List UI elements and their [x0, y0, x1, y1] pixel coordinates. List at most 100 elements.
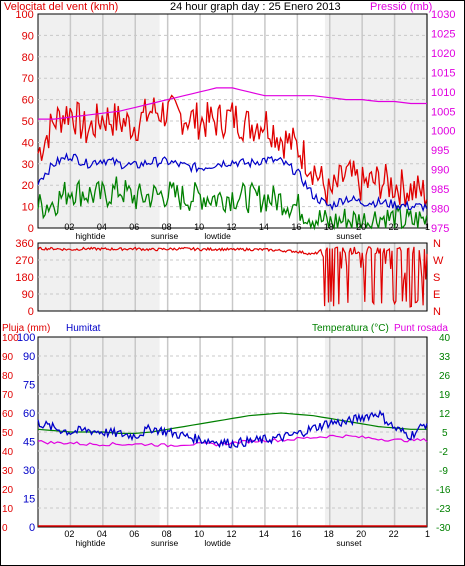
humidity-x-tick-label: 04 — [97, 529, 107, 539]
rain-y-tick-label: 100 — [2, 333, 19, 344]
wind-avg-line — [37, 152, 428, 213]
wind-y-tick-label: 60 — [22, 95, 34, 107]
wind-axis-title: Velocitat del vent (kmh) — [4, 1, 118, 13]
direction-compass-label: S — [433, 272, 440, 284]
wind-max-line — [37, 94, 428, 206]
rain-y-tick-label: 50 — [2, 428, 14, 439]
rain-y-tick-label: 20 — [2, 485, 14, 496]
humidity-event-label: lowtide — [204, 538, 231, 548]
pressure-y-tick-label: 1020 — [431, 48, 455, 60]
wind-event-label: sunrise — [151, 231, 179, 241]
rain-y-tick-label: 40 — [2, 447, 14, 458]
temperature-y-tick-label: -2 — [439, 447, 448, 458]
wind-x-tick-label: 02 — [64, 222, 74, 232]
humidity-x-tick-label: 10 — [194, 529, 204, 539]
humidity-event-label: sunset — [336, 538, 362, 548]
humidity-y-tick-label: 30 — [23, 465, 35, 477]
humidity-y-tick-label: 75 — [23, 380, 35, 392]
dewpoint-axis-title: Punt rosada — [394, 323, 448, 334]
wind-event-label: sunset — [336, 231, 362, 241]
humidity-y-tick-label: 15 — [23, 494, 35, 506]
humidity-x-tick-label: 08 — [162, 529, 172, 539]
direction-compass-label: E — [433, 289, 440, 301]
humidity-y-tick-label: 0 — [29, 522, 35, 534]
wind-x-tick-label: 14 — [259, 222, 269, 232]
rain-axis-title: Pluja (mm) — [2, 323, 50, 334]
wind-y-tick-label: 100 — [15, 9, 33, 21]
pressure-y-tick-label: 975 — [431, 223, 449, 235]
direction-compass-label: W — [433, 255, 444, 267]
pressure-y-tick-label: 1015 — [431, 67, 455, 79]
wind-y-tick-label: 0 — [28, 223, 34, 235]
temperature-axis-title: Temperatura (°C) — [312, 323, 389, 334]
direction-compass-label: N — [433, 238, 441, 250]
temperature-y-tick-label: -16 — [436, 485, 451, 496]
wind-y-tick-label: 40 — [22, 137, 34, 149]
temperature-y-tick-label: -9 — [439, 466, 448, 477]
wind-x-tick-label: 20 — [356, 222, 366, 232]
rain-y-tick-label: 30 — [2, 466, 14, 477]
temperature-y-tick-label: 40 — [439, 333, 451, 344]
humidity-x-tick-label: 14 — [259, 529, 269, 539]
temperature-y-tick-label: 33 — [439, 352, 451, 363]
rain-y-tick-label: 70 — [2, 390, 14, 401]
temperature-y-tick-label: 5 — [442, 428, 448, 439]
wind-x-tick-label: 1 — [425, 222, 430, 232]
pressure-axis-title: Pressió (mb) — [370, 1, 432, 13]
humidity-y-tick-label: 90 — [23, 351, 35, 363]
pressure-y-tick-label: 980 — [431, 204, 449, 216]
humidity-line — [37, 409, 428, 449]
rain-y-tick-label: 0 — [2, 523, 8, 534]
temperature-line — [37, 412, 427, 434]
direction-y-tick-label: 360 — [15, 238, 33, 250]
temperature-y-tick-label: 12 — [439, 409, 451, 420]
wind-y-tick-label: 20 — [22, 180, 34, 192]
direction-y-tick-label: 0 — [28, 306, 34, 318]
humidity-x-tick-label: 20 — [356, 529, 366, 539]
pressure-line — [38, 87, 427, 120]
pressure-y-tick-label: 985 — [431, 184, 449, 196]
direction-y-tick-label: 90 — [22, 289, 34, 301]
wind-y-tick-label: 70 — [22, 73, 34, 85]
wind-y-tick-label: 10 — [22, 202, 34, 214]
chart-title: 24 hour graph day : 25 Enero 2013 — [170, 1, 341, 13]
humidity-event-label: hightide — [76, 538, 106, 548]
wind-y-tick-label: 90 — [22, 30, 34, 42]
wind-min-line — [37, 176, 428, 231]
humidity-x-tick-label: 06 — [129, 529, 139, 539]
pressure-y-tick-label: 1010 — [431, 87, 455, 99]
wind-x-tick-label: 06 — [129, 222, 139, 232]
rain-y-tick-label: 80 — [2, 371, 14, 382]
wind-x-tick-label: 04 — [97, 222, 107, 232]
direction-line — [37, 246, 428, 308]
wind-x-tick-label: 16 — [291, 222, 301, 232]
humidity-x-tick-label: 16 — [291, 529, 301, 539]
humidity-y-tick-label: 60 — [23, 408, 35, 420]
humidity-x-tick-label: 02 — [64, 529, 74, 539]
wind-event-label: hightide — [76, 231, 106, 241]
rain-y-tick-label: 90 — [2, 352, 14, 363]
rain-y-tick-label: 10 — [2, 504, 14, 515]
wind-x-tick-label: 08 — [162, 222, 172, 232]
humidity-y-tick-label: 45 — [23, 437, 35, 449]
wind-y-tick-label: 30 — [22, 159, 34, 171]
wind-event-label: lowtide — [204, 231, 231, 241]
humidity-axis-title: Humitat — [66, 323, 101, 334]
direction-compass-label: N — [433, 306, 441, 318]
wind-x-tick-label: 22 — [389, 222, 399, 232]
wind-y-tick-label: 80 — [22, 52, 34, 64]
rain-y-tick-label: 60 — [2, 409, 14, 420]
temperature-y-tick-label: 19 — [439, 390, 451, 401]
wind-x-tick-label: 12 — [227, 222, 237, 232]
humidity-y-tick-label: 100 — [17, 332, 35, 344]
pressure-y-tick-label: 1030 — [431, 9, 455, 21]
temperature-y-tick-label: -23 — [436, 504, 451, 515]
pressure-y-tick-label: 995 — [431, 145, 449, 157]
pressure-y-tick-label: 990 — [431, 165, 449, 177]
pressure-y-tick-label: 1025 — [431, 28, 455, 40]
pressure-y-tick-label: 1005 — [431, 106, 455, 118]
humidity-x-tick-label: 1 — [425, 529, 430, 539]
direction-y-tick-label: 180 — [15, 272, 33, 284]
